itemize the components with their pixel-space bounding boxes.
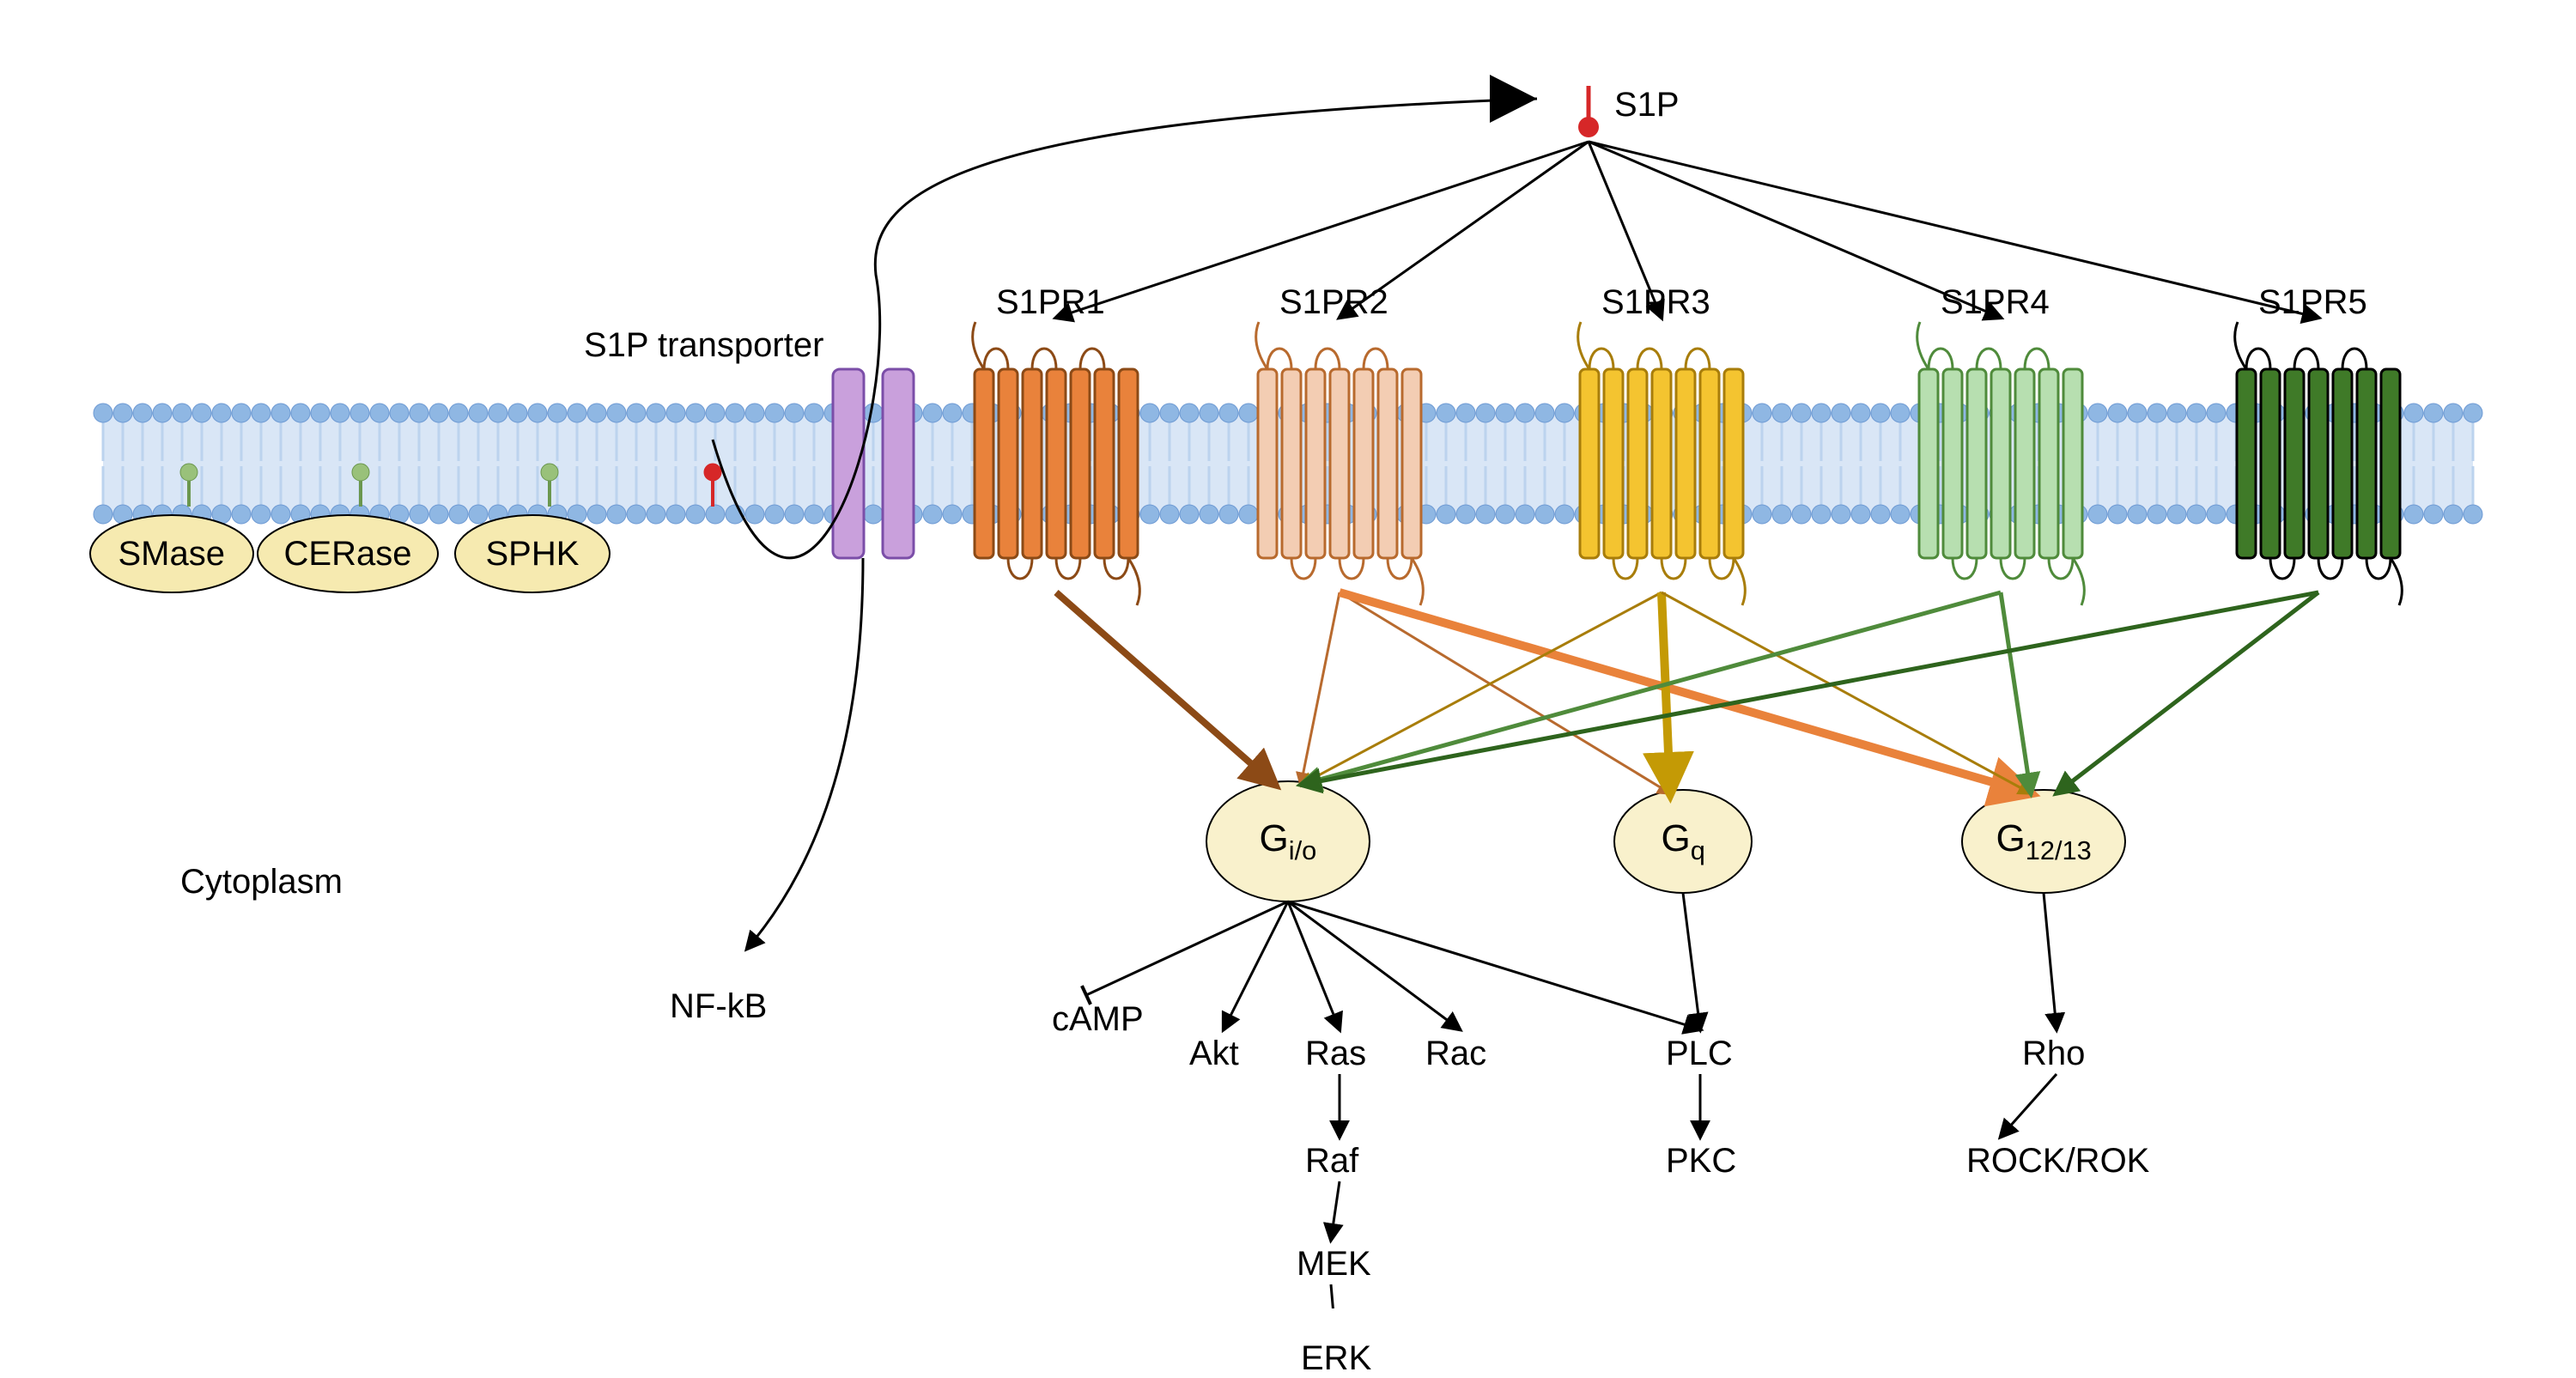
- s1p-transporter-label: S1P transporter: [584, 326, 823, 365]
- receptor-S1PR4: [1917, 322, 2085, 605]
- enzyme-label-CERase: CERase: [284, 535, 412, 574]
- label-mek: MEK: [1297, 1245, 1371, 1284]
- arrow-S1PR2-Gq: [1340, 592, 1670, 793]
- enzyme-label-SPHK: SPHK: [486, 535, 580, 574]
- s1p-ligand: [1578, 86, 1599, 137]
- enzyme-label-SMase: SMase: [118, 535, 226, 574]
- label-raf: Raf: [1305, 1142, 1358, 1181]
- label-pkc: PKC: [1666, 1142, 1736, 1181]
- label-akt: Akt: [1189, 1035, 1239, 1073]
- label-nfkb: NF-kB: [670, 987, 767, 1026]
- label-rock: ROCK/ROK: [1966, 1142, 2149, 1181]
- receptor-S1PR1: [973, 322, 1140, 605]
- label-plc: PLC: [1666, 1035, 1733, 1073]
- nfkb-curve: [747, 558, 863, 949]
- receptor-label-S1PR3: S1PR3: [1601, 283, 1710, 322]
- label-camp: cAMP: [1052, 1000, 1144, 1039]
- s1p-label: S1P: [1614, 86, 1680, 124]
- diagram-svg: [0, 0, 2576, 1308]
- receptor-S1PR5: [2235, 322, 2403, 605]
- label-rac: Rac: [1425, 1035, 1486, 1073]
- gprotein-label-G12: G12/13: [1996, 817, 2092, 866]
- arrow-S1PR1-Gi: [1056, 592, 1275, 785]
- label-rho: Rho: [2022, 1035, 2085, 1073]
- receptor-label-S1PR5: S1PR5: [2258, 283, 2367, 322]
- arrow-S1PR2-Gi: [1301, 592, 1340, 785]
- arrow-S1PR2-G12: [1340, 592, 2031, 793]
- signaling-diagram: SMase CERase SPHK S1P transporter S1PR1 S1PR2…: [0, 0, 2576, 1308]
- arrow-S1PR3-G12: [1662, 592, 2031, 793]
- gprotein-label-Gi: Gi/o: [1260, 817, 1317, 866]
- arrow-S1PR4-G12: [2001, 592, 2031, 793]
- receptor-S1PR3: [1578, 322, 1746, 605]
- arrow-S1PR3-Gq: [1662, 592, 1670, 793]
- receptor-label-S1PR2: S1PR2: [1279, 283, 1388, 322]
- label-cytoplasm: Cytoplasm: [180, 863, 343, 901]
- receptor-S1PR2: [1256, 322, 1424, 605]
- gprotein-label-Gq: Gq: [1662, 817, 1705, 866]
- label-ras: Ras: [1305, 1035, 1366, 1073]
- arrow-S1PR5-G12: [2057, 592, 2318, 793]
- receptor-label-S1PR1: S1PR1: [996, 283, 1105, 322]
- receptor-label-S1PR4: S1PR4: [1941, 283, 2050, 322]
- label-erk: ERK: [1301, 1339, 1371, 1378]
